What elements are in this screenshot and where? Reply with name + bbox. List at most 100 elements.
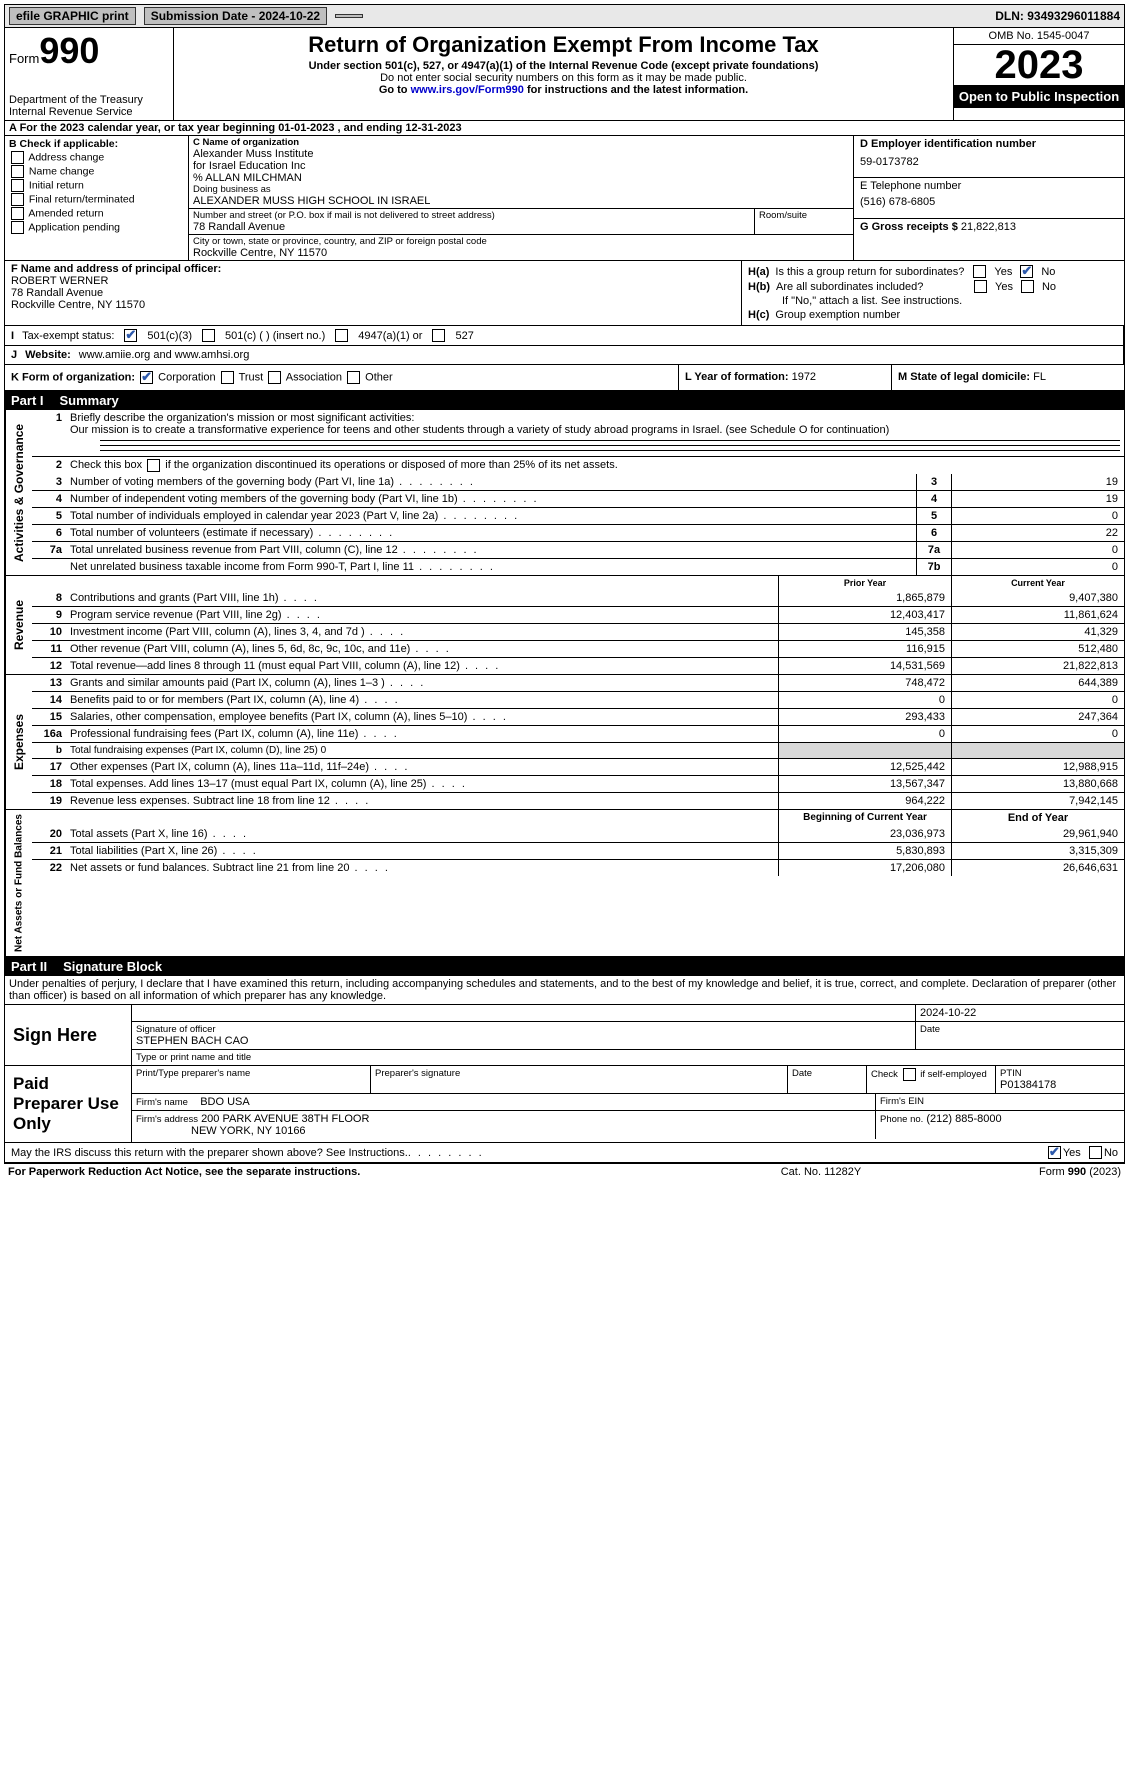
prior-val: 964,222: [778, 793, 951, 809]
c-name-lbl: C Name of organization: [193, 137, 849, 148]
corp-chk[interactable]: [140, 371, 153, 384]
discuss-no[interactable]: [1089, 1146, 1102, 1159]
hb-no[interactable]: [1021, 280, 1034, 293]
line-num: 4: [32, 491, 66, 507]
section-b: B Check if applicable: Address change Na…: [5, 136, 189, 260]
line-box: 3: [916, 474, 951, 490]
line-desc: Total liabilities (Part X, line 26): [66, 843, 778, 859]
form-header: Form990 Department of the Treasury Inter…: [5, 28, 1124, 121]
prior-val: 17,206,080: [778, 860, 951, 876]
submission-date: Submission Date - 2024-10-22: [144, 7, 327, 25]
website-value: www.amiie.org and www.amhsi.org: [79, 349, 250, 361]
line-desc: Total unrelated business revenue from Pa…: [66, 542, 916, 558]
501c3-chk[interactable]: [124, 329, 137, 342]
ptin-lbl: PTIN: [1000, 1068, 1120, 1079]
self-emp-chk[interactable]: [903, 1068, 916, 1081]
opt-amended-return[interactable]: Amended return: [9, 207, 184, 220]
curr-val: 12,988,915: [951, 759, 1124, 775]
ha-yes[interactable]: [973, 265, 986, 278]
other-chk[interactable]: [347, 371, 360, 384]
opt-address-change[interactable]: Address change: [9, 151, 184, 164]
f3-post: (2023): [1086, 1166, 1121, 1178]
net-assets-section: Net Assets or Fund Balances Beginning of…: [5, 810, 1124, 957]
officer-lbl: F Name and address of principal officer:: [11, 263, 735, 275]
opt-initial-return[interactable]: Initial return: [9, 179, 184, 192]
4947-lbl: 4947(a)(1) or: [358, 330, 422, 342]
line-num: 10: [32, 624, 66, 640]
sign-here-row: Sign Here 2024-10-22 Signature of office…: [5, 1005, 1124, 1066]
line-num: 13: [32, 675, 66, 691]
ein-value: 59-0173782: [860, 156, 1118, 168]
discuss-yes[interactable]: [1048, 1146, 1061, 1159]
dept-treasury: Department of the Treasury: [9, 94, 169, 106]
opt-lbl: Final return/terminated: [29, 193, 135, 205]
line-box: 6: [916, 525, 951, 541]
form-ref: Form 990 (2023): [921, 1166, 1121, 1178]
line-num: 16a: [32, 726, 66, 742]
dba-lbl: Doing business as: [193, 184, 849, 195]
form990-link[interactable]: www.irs.gov/Form990: [411, 84, 524, 96]
line-desc: Professional fundraising fees (Part IX, …: [66, 726, 778, 742]
section-k-l-m: K Form of organization: Corporation Trus…: [5, 365, 1124, 391]
line-desc: Total expenses. Add lines 13–17 (must eq…: [66, 776, 778, 792]
street-lbl: Number and street (or P.O. box if mail i…: [193, 210, 750, 221]
dln: DLN: 93493296011884: [995, 9, 1120, 23]
ssn-note: Do not enter social security numbers on …: [180, 72, 947, 84]
527-chk[interactable]: [432, 329, 445, 342]
prior-val: 14,531,569: [778, 658, 951, 674]
line-desc: Other revenue (Part VIII, column (A), li…: [66, 641, 778, 657]
curr-val: 26,646,631: [951, 860, 1124, 876]
form-body: Form990 Department of the Treasury Inter…: [4, 28, 1125, 1163]
part-1-header: Part I Summary: [5, 391, 1124, 410]
line-box: 4: [916, 491, 951, 507]
opt-name-change[interactable]: Name change: [9, 165, 184, 178]
prior-val: 116,915: [778, 641, 951, 657]
line-num: 21: [32, 843, 66, 859]
begin-year-hdr: Beginning of Current Year: [778, 810, 951, 826]
prior-val: 293,433: [778, 709, 951, 725]
f3-b: 990: [1068, 1166, 1086, 1178]
hc-lbl: Group exemption number: [775, 309, 900, 321]
goto-note: Go to www.irs.gov/Form990 for instructio…: [180, 84, 947, 96]
part-2-num: Part II: [11, 959, 47, 974]
assoc-chk[interactable]: [268, 371, 281, 384]
line-num: 12: [32, 658, 66, 674]
prep-sig-hdr: Preparer's signature: [371, 1066, 788, 1093]
sections-b-through-g: B Check if applicable: Address change Na…: [5, 136, 1124, 261]
501c-chk[interactable]: [202, 329, 215, 342]
yes-lbl: Yes: [1063, 1147, 1081, 1159]
prior-val: 13,567,347: [778, 776, 951, 792]
line-box: 5: [916, 508, 951, 524]
end-year-hdr: End of Year: [951, 810, 1124, 826]
form-subtitle: Under section 501(c), 527, or 4947(a)(1)…: [180, 60, 947, 72]
trust-chk[interactable]: [221, 371, 234, 384]
form-title: Return of Organization Exempt From Incom…: [180, 32, 947, 58]
top-bar: efile GRAPHIC print Submission Date - 20…: [4, 4, 1125, 28]
opt-final-return[interactable]: Final return/terminated: [9, 193, 184, 206]
curr-val: 13,880,668: [951, 776, 1124, 792]
vlabel-expenses: Expenses: [5, 675, 32, 809]
section-b-heading: B Check if applicable:: [9, 138, 184, 150]
hb-yes[interactable]: [974, 280, 987, 293]
4947-chk[interactable]: [335, 329, 348, 342]
line-val: 0: [951, 508, 1124, 524]
domicile: FL: [1033, 371, 1046, 383]
self-emp-cell: Check if self-employed: [867, 1066, 996, 1093]
form-num: 990: [39, 30, 99, 71]
form-prefix: Form: [9, 51, 39, 66]
blank-btn: [335, 14, 363, 18]
line-desc: Grants and similar amounts paid (Part IX…: [66, 675, 778, 691]
opt-lbl: Name change: [29, 165, 94, 177]
q2-chk[interactable]: [147, 459, 160, 472]
opt-application-pending[interactable]: Application pending: [9, 221, 184, 234]
gross-value: 21,822,813: [961, 221, 1016, 233]
prior-val: 12,403,417: [778, 607, 951, 623]
line-num: b: [32, 743, 66, 758]
line-num: 22: [32, 860, 66, 876]
ha-no[interactable]: [1020, 265, 1033, 278]
org-name-2: for Israel Education Inc: [193, 160, 849, 172]
line-desc: Program service revenue (Part VIII, line…: [66, 607, 778, 623]
line-val: 19: [951, 474, 1124, 490]
efile-btn[interactable]: efile GRAPHIC print: [9, 7, 136, 25]
current-year-hdr: Current Year: [951, 576, 1124, 590]
